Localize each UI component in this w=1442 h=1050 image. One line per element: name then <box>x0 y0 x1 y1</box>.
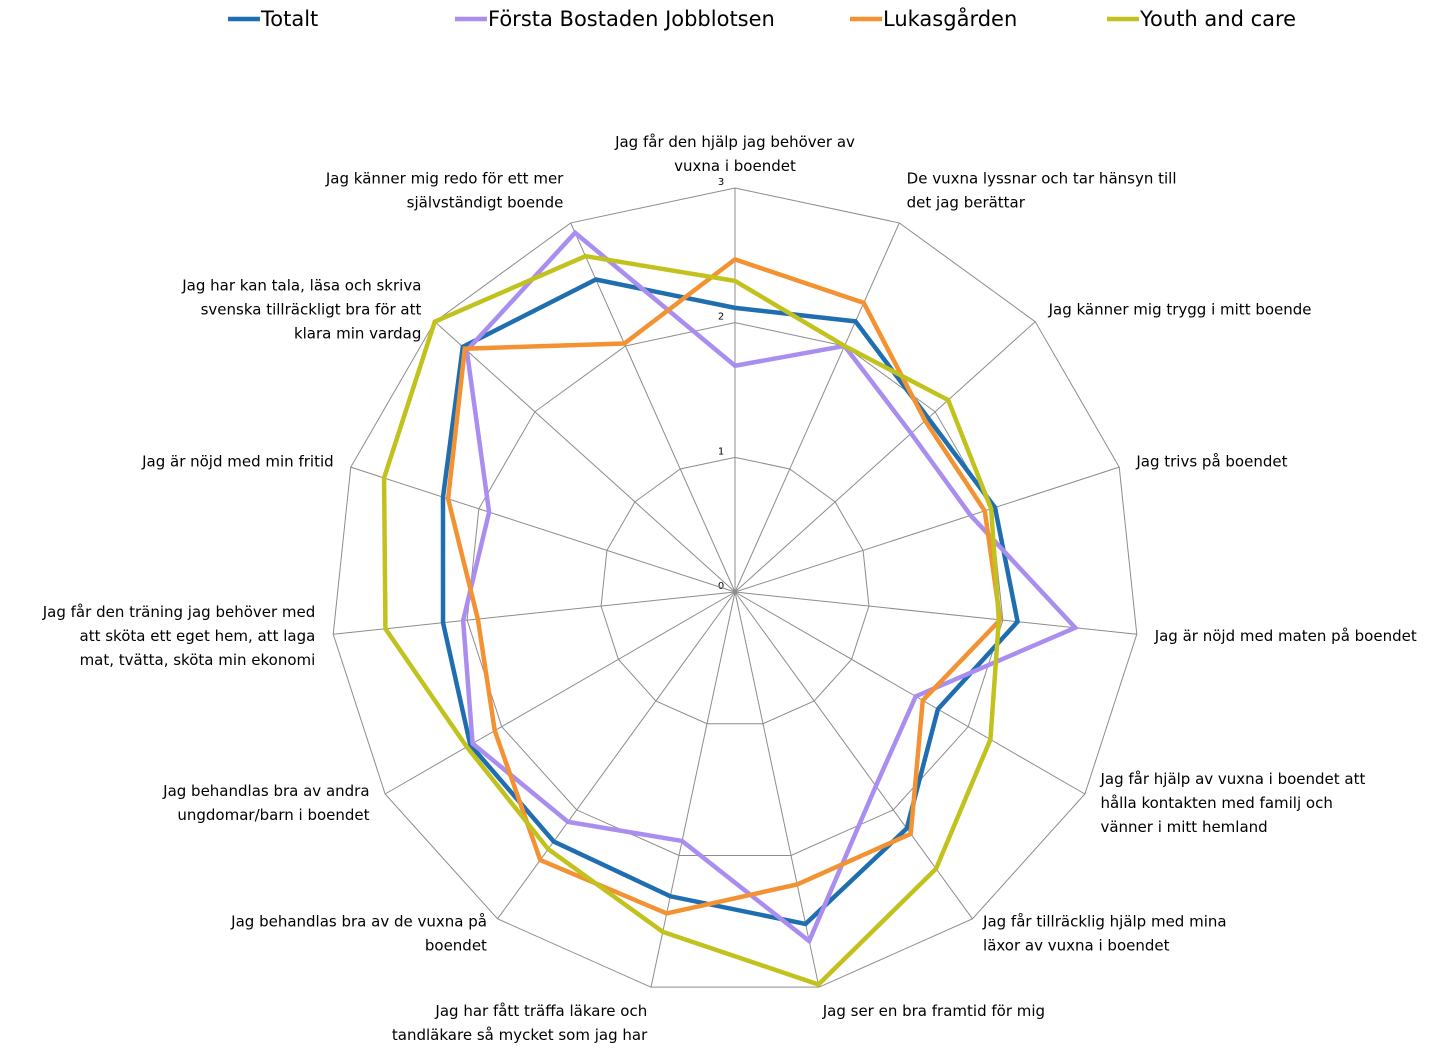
axis-label: Jag ser en bra framtid för mig <box>822 1001 1045 1019</box>
series-line <box>445 256 1003 916</box>
spoke <box>350 466 736 593</box>
axis-label: Jag känner mig redo för ett mer självstän… <box>325 169 564 211</box>
spoke <box>333 591 736 635</box>
axis-label: Jag får den träning jag behöver med att s… <box>42 603 316 669</box>
axis-label: Jag är nöjd med maten på boendet <box>1154 627 1417 645</box>
axis-label: Jag har kan tala, läsa och skriva svenska… <box>181 276 421 342</box>
spoke <box>734 321 1036 593</box>
axis-label: Jag känner mig trygg i mitt boende <box>1048 300 1312 318</box>
grid-ring <box>466 322 1004 856</box>
axis-label: Jag trivs på boendet <box>1135 452 1287 470</box>
series-line <box>381 253 1002 988</box>
tick-label: 0 <box>718 581 724 592</box>
axis-label: Jag behandlas bra av de vuxna på boendet <box>230 912 487 954</box>
axis-label: Jag behandlas bra av andra ungdomar/barn … <box>162 782 370 824</box>
axis-label: Jag har fått träffa läkare och tandläkare… <box>387 1001 648 1050</box>
tick-label: 2 <box>718 312 724 323</box>
legend-label: Första Bostaden Jobblotsen <box>488 7 775 31</box>
spoke <box>434 321 736 593</box>
axis-label: Jag är nöjd med min fritid <box>141 452 334 470</box>
grid-ring <box>332 187 1138 988</box>
spoke <box>384 591 736 795</box>
spoke <box>570 222 736 593</box>
axis-label: Jag får hjälp av vuxna i boendet att håll… <box>1099 770 1365 836</box>
spoke <box>650 591 736 988</box>
tick-label: 1 <box>718 446 724 457</box>
spoke <box>734 222 900 593</box>
legend-label: Totalt <box>260 7 318 31</box>
spoke <box>497 591 736 920</box>
legend-label: Youth and care <box>1139 7 1296 31</box>
tick-label: 3 <box>718 177 724 188</box>
spoke <box>734 591 820 988</box>
axis-label: De vuxna lyssnar och tar hänsyn till det … <box>907 169 1177 211</box>
grid-ring <box>600 456 870 725</box>
spoke <box>734 591 973 920</box>
spoke <box>734 591 1086 795</box>
axis-label: Jag får tillräcklig hjälp med mina läxor … <box>982 912 1227 954</box>
spoke <box>734 466 1120 593</box>
legend-label: Lukasgården <box>883 6 1017 31</box>
spoke <box>734 591 1137 635</box>
series-line <box>460 229 1080 945</box>
series-line <box>440 277 1021 927</box>
axis-label: Jag får den hjälp jag behöver av vuxna i … <box>614 133 855 175</box>
